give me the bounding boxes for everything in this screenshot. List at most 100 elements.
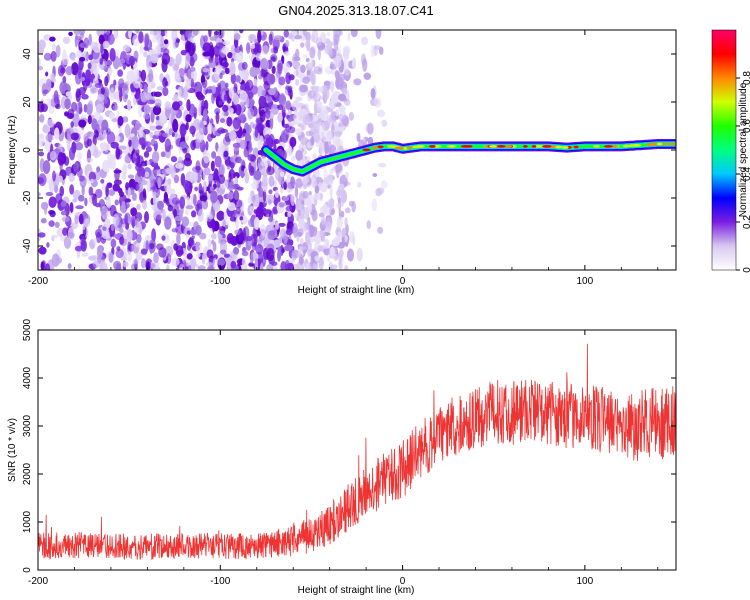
noise-blob <box>189 66 196 72</box>
noise-blob <box>109 112 115 120</box>
chart-title: GN04.2025.313.18.07.C41 <box>278 3 433 18</box>
noise-blob <box>235 218 239 229</box>
noise-blob <box>138 31 144 44</box>
noise-blob <box>122 116 129 123</box>
noise-blob <box>127 228 133 242</box>
noise-blob <box>310 73 316 86</box>
noise-blob <box>366 122 374 135</box>
noise-blob <box>156 86 165 91</box>
noise-blob <box>212 183 218 189</box>
noise-blob <box>325 217 333 230</box>
noise-blob <box>85 157 93 163</box>
noise-blob <box>100 43 104 54</box>
noise-blob <box>233 33 241 41</box>
noise-blob <box>312 69 319 74</box>
noise-blob <box>342 47 350 60</box>
noise-blob <box>329 41 335 46</box>
spectrogram-y-axis: -40 -20 0 20 40 <box>22 48 676 253</box>
noise-blob <box>164 30 168 38</box>
noise-blob <box>332 131 342 137</box>
noise-blob <box>302 114 311 126</box>
noise-blob <box>310 85 315 91</box>
noise-blob <box>119 227 124 234</box>
signal-hotspot <box>541 145 552 148</box>
noise-blob <box>242 129 247 137</box>
noise-blob <box>105 196 112 208</box>
noise-blob <box>245 42 251 54</box>
noise-blob <box>71 54 76 61</box>
noise-blob <box>281 248 285 254</box>
noise-blob <box>277 247 282 260</box>
noise-blob <box>45 191 54 197</box>
noise-blob <box>211 85 216 94</box>
noise-blob <box>78 213 84 225</box>
noise-blob <box>195 263 199 269</box>
noise-blob <box>149 125 158 131</box>
noise-blob <box>322 203 328 216</box>
snr-series-line <box>38 343 676 560</box>
noise-blob <box>247 153 256 162</box>
noise-blob <box>190 140 196 151</box>
noise-blob <box>208 174 213 182</box>
noise-blob <box>127 240 132 255</box>
noise-blob <box>268 33 273 46</box>
noise-blob <box>296 235 300 242</box>
noise-blob <box>128 55 135 67</box>
noise-blob <box>181 216 190 227</box>
noise-blob <box>113 79 117 86</box>
noise-blob <box>145 146 152 153</box>
noise-blob <box>341 114 349 127</box>
noise-blob <box>278 222 286 227</box>
noise-blob <box>334 69 340 79</box>
noise-blob <box>338 260 342 269</box>
noise-blob <box>189 125 196 135</box>
noise-blob <box>164 216 172 230</box>
noise-blob <box>223 150 229 158</box>
noise-blob <box>130 202 134 209</box>
noise-blob <box>65 91 72 97</box>
noise-blob <box>38 57 41 67</box>
noise-blob <box>144 33 150 47</box>
noise-blob <box>132 192 137 202</box>
noise-blob <box>261 45 269 56</box>
noise-blob <box>155 102 162 108</box>
noise-blob <box>235 206 241 215</box>
noise-blob <box>128 30 132 39</box>
noise-blob <box>55 44 61 58</box>
noise-blob <box>102 129 107 140</box>
noise-blob <box>326 31 331 37</box>
noise-blob <box>38 232 46 238</box>
noise-blob <box>285 228 293 236</box>
noise-blob <box>256 230 261 237</box>
noise-blob <box>74 215 79 224</box>
noise-blob <box>209 185 214 192</box>
noise-blob <box>185 135 189 141</box>
noise-blob <box>136 203 141 211</box>
noise-blob <box>189 229 197 235</box>
noise-blob <box>226 233 234 244</box>
noise-blob <box>360 36 369 46</box>
noise-blob <box>282 112 287 118</box>
noise-blob <box>284 244 293 252</box>
noise-blob <box>151 35 158 43</box>
noise-blob <box>197 265 206 270</box>
noise-blob <box>43 52 52 61</box>
noise-blob <box>217 258 226 266</box>
noise-blob <box>110 223 115 232</box>
noise-blob <box>55 172 60 184</box>
noise-blob <box>320 216 326 226</box>
noise-blob <box>285 205 293 212</box>
noise-blob <box>70 121 74 128</box>
noise-blob <box>297 209 301 216</box>
noise-blob <box>257 85 265 98</box>
noise-blob <box>162 86 169 97</box>
noise-blob <box>151 204 158 211</box>
noise-blob <box>377 226 384 234</box>
noise-blob <box>152 191 157 198</box>
colorbar-tick-label: 0.8 <box>742 71 750 85</box>
noise-blob <box>375 30 382 40</box>
noise-blob <box>122 261 129 268</box>
noise-blob <box>157 34 164 46</box>
noise-blob <box>202 51 211 57</box>
